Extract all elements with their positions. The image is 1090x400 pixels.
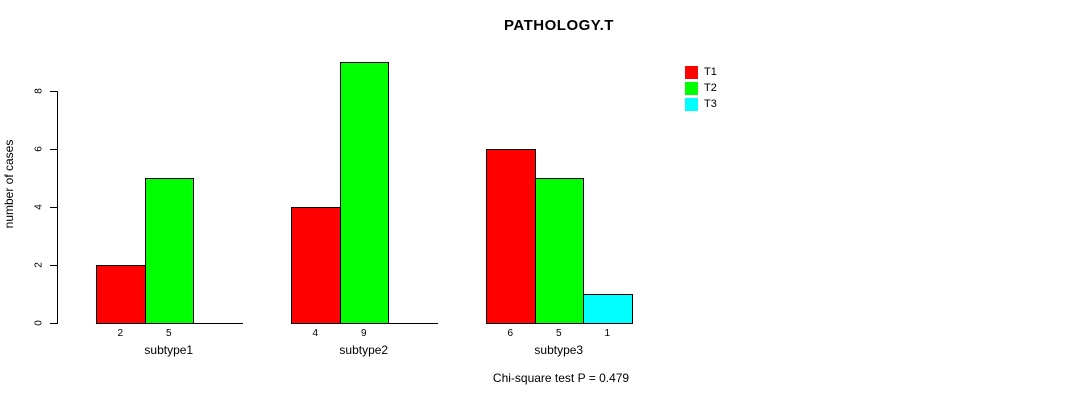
legend-label-t1: T1 (704, 66, 717, 78)
bar-t2-subtype3 (534, 178, 584, 324)
y-tick-label: 8 (33, 88, 45, 94)
x-category-label-subtype3: subtype3 (534, 343, 584, 357)
bar-value-label: 5 (165, 328, 172, 339)
bar-t3-subtype3 (583, 294, 633, 324)
bar-value-label: 2 (117, 328, 124, 339)
bar-t1-subtype1 (96, 265, 146, 324)
stat-test-annotation: Chi-square test P = 0.479 (492, 371, 630, 385)
legend-label-t2: T2 (704, 82, 717, 94)
bar-value-label: 4 (312, 328, 319, 339)
y-tick-label: 0 (33, 320, 45, 326)
y-axis-tick (50, 207, 57, 208)
bar-t1-subtype3 (486, 149, 536, 324)
bar-t2-subtype2 (339, 62, 389, 324)
bar-t1-subtype2 (291, 207, 341, 324)
legend-label-t3: T3 (704, 98, 717, 110)
legend: T1 T2 T3 (685, 64, 717, 112)
y-axis-tick (50, 323, 57, 324)
bar-value-label: 6 (507, 328, 514, 339)
y-axis-line (57, 91, 58, 324)
legend-item-t2: T2 (685, 80, 717, 96)
bar-t2-subtype1 (144, 178, 194, 324)
y-tick-label: 6 (33, 146, 45, 152)
x-category-label-subtype1: subtype1 (144, 343, 194, 357)
legend-swatch-t3 (685, 97, 698, 111)
bar-value-label: 5 (555, 328, 562, 339)
legend-swatch-t1 (685, 65, 698, 79)
bar-value-label: 1 (604, 328, 611, 339)
chart-title: PATHOLOGY.T (504, 17, 614, 34)
legend-item-t3: T3 (685, 96, 717, 112)
bar-value-label: 9 (360, 328, 367, 339)
y-axis-tick (50, 265, 57, 266)
y-tick-label: 4 (33, 204, 45, 210)
y-axis-tick (50, 149, 57, 150)
legend-swatch-t2 (685, 81, 698, 95)
y-axis-tick (50, 91, 57, 92)
legend-item-t1: T1 (685, 64, 717, 80)
x-category-label-subtype2: subtype2 (339, 343, 389, 357)
y-tick-label: 2 (33, 262, 45, 268)
